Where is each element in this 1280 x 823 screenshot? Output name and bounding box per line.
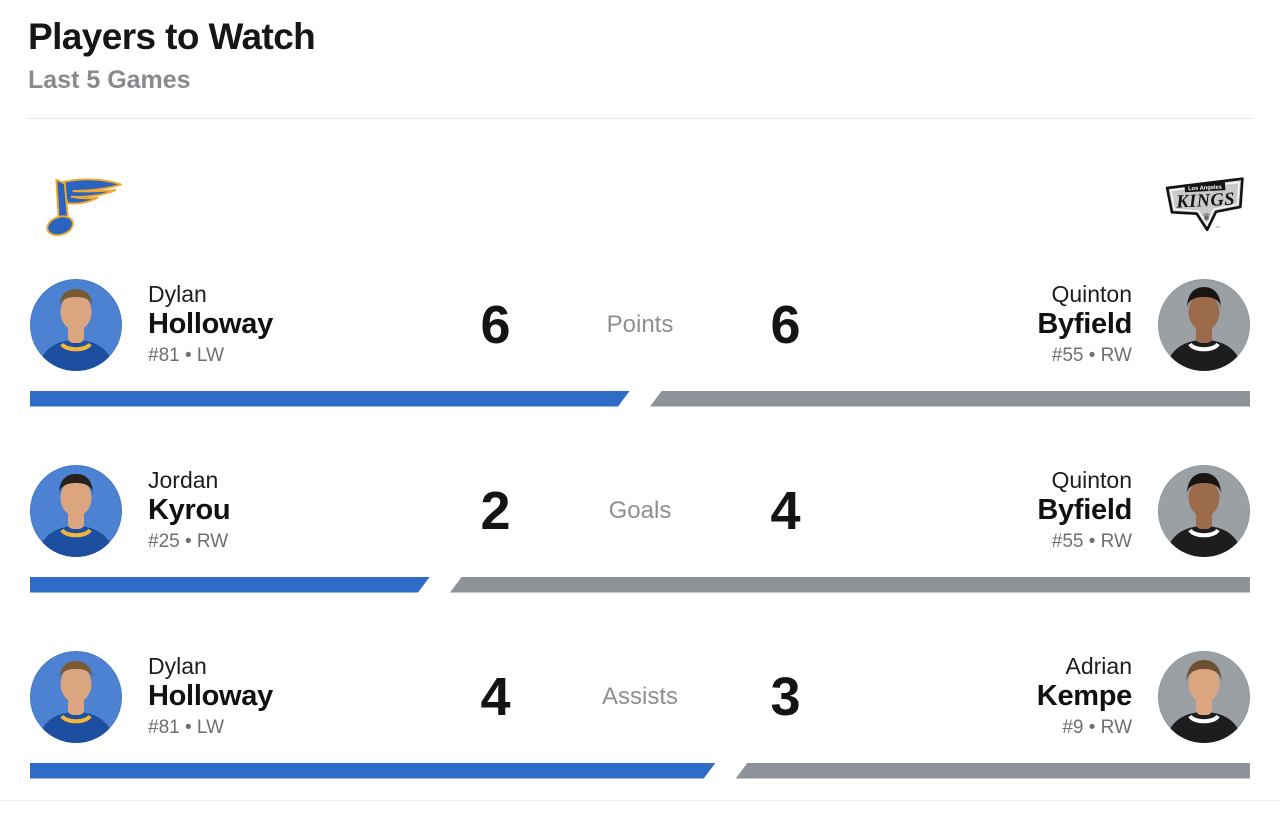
away-player-card[interactable]: Quinton Byfield #55 • RW [820, 464, 1250, 557]
footer-divider [0, 799, 1280, 801]
comparison-bar [30, 576, 1250, 593]
stat-label: Assists [601, 682, 678, 710]
kings-city-label: Los Angeles [1188, 184, 1222, 192]
comparison-bar [30, 762, 1250, 779]
player-bust-icon [38, 660, 114, 743]
player-bust-icon [1166, 472, 1242, 557]
stat-compare-center: 2 Goals 4 [460, 480, 820, 542]
widget-header: Players to Watch Last 5 Games [0, 0, 1280, 95]
player-last-name: Kyrou [148, 494, 231, 527]
header-divider [28, 117, 1252, 119]
kings-wordmark: KINGS [1175, 188, 1236, 211]
player-avatar[interactable] [1158, 464, 1250, 557]
player-bust-icon [1166, 659, 1242, 743]
blues-note-icon [46, 177, 123, 236]
home-player-card[interactable]: Dylan Holloway #81 • LW [30, 650, 460, 743]
player-avatar[interactable] [1158, 278, 1250, 371]
away-player-card[interactable]: Quinton Byfield #55 • RW [820, 278, 1250, 371]
home-player-card[interactable]: Jordan Kyrou #25 • RW [30, 464, 460, 557]
player-number-position: #25 • RW [148, 531, 229, 553]
player-last-name: Holloway [148, 680, 273, 713]
blues-team-logo[interactable] [30, 176, 124, 238]
player-number-position: #9 • RW [1062, 717, 1132, 739]
player-bust-icon [38, 473, 114, 557]
away-bar [450, 576, 1250, 593]
away-stat-value: 4 [770, 480, 800, 541]
players-to-watch-widget: Players to Watch Last 5 Games Los Angele… [0, 0, 1280, 801]
player-number-position: #81 • LW [148, 717, 224, 739]
away-player-card[interactable]: Adrian Kempe #9 • RW [820, 650, 1250, 743]
kings-team-logo[interactable]: Los Angeles KINGS ♛ ™ [1162, 174, 1250, 240]
player-first-name: Adrian [1065, 653, 1132, 679]
player-first-name: Dylan [148, 653, 207, 679]
player-first-name: Jordan [148, 467, 219, 493]
home-player-card[interactable]: Dylan Holloway #81 • LW [30, 278, 460, 371]
home-stat-value: 6 [480, 294, 510, 355]
player-bust-icon [1166, 286, 1242, 371]
away-stat-value: 3 [770, 666, 800, 727]
player-last-name: Kempe [1036, 680, 1133, 713]
player-avatar[interactable] [30, 650, 122, 743]
away-stat-value: 6 [770, 294, 800, 355]
stat-section-goals: Jordan Kyrou #25 • RW 2 Goals 4 Quinton … [0, 464, 1280, 593]
away-bar [650, 390, 1250, 407]
team-logos-row: Los Angeles KINGS ♛ ™ [0, 119, 1280, 239]
stat-label: Goals [608, 496, 672, 524]
home-stat-value: 4 [480, 666, 510, 727]
player-avatar[interactable] [30, 464, 122, 557]
player-first-name: Quinton [1051, 467, 1132, 493]
player-first-name: Quinton [1051, 281, 1132, 307]
player-number-position: #55 • RW [1051, 531, 1132, 553]
player-last-name: Holloway [148, 308, 273, 341]
home-bar [30, 391, 630, 407]
player-number-position: #81 • LW [148, 345, 224, 367]
player-last-name: Byfield [1037, 494, 1132, 527]
player-avatar[interactable] [30, 278, 122, 371]
player-number-position: #55 • RW [1051, 345, 1132, 367]
stat-section-assists: Dylan Holloway #81 • LW 4 Assists 3 Adri… [0, 650, 1280, 779]
page-title: Players to Watch [28, 16, 316, 57]
stat-compare-center: 4 Assists 3 [460, 666, 820, 728]
player-avatar[interactable] [1158, 650, 1250, 743]
stat-section-points: Dylan Holloway #81 • LW 6 Points 6 Quint… [0, 278, 1280, 407]
away-bar [735, 762, 1250, 779]
page-subtitle: Last 5 Games [28, 65, 191, 94]
player-bust-icon [38, 288, 114, 371]
comparison-bar [30, 390, 1250, 407]
crown-icon: ♛ [1202, 212, 1211, 223]
player-last-name: Byfield [1037, 308, 1132, 341]
home-stat-value: 2 [480, 480, 510, 541]
stat-label: Points [606, 310, 674, 338]
player-first-name: Dylan [148, 281, 207, 307]
home-bar [30, 763, 716, 779]
kings-shield-icon: Los Angeles KINGS ♛ ™ [1165, 176, 1244, 231]
trademark-mark: ™ [1215, 225, 1220, 230]
home-bar [30, 577, 430, 593]
stat-compare-center: 6 Points 6 [460, 294, 820, 356]
